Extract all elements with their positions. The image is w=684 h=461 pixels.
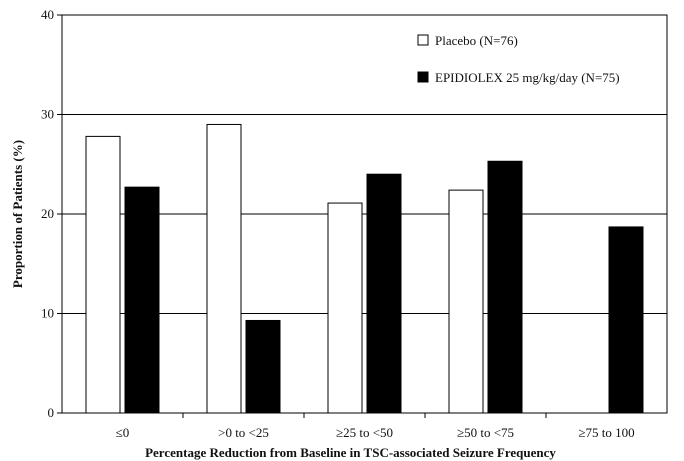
y-tick-label: 20 — [41, 206, 54, 221]
epidiolex-bar — [245, 319, 281, 414]
placebo-bar — [85, 135, 121, 414]
x-tick-label: ≥25 to <50 — [336, 425, 393, 440]
x-tick-label: ≥75 to 100 — [578, 425, 634, 440]
y-tick-label: 0 — [48, 405, 55, 420]
y-tick-label: 10 — [41, 306, 54, 321]
epidiolex-bar — [487, 160, 523, 414]
x-tick-label: ≤0 — [116, 425, 130, 440]
gridlines — [62, 114, 667, 314]
legend-label-epidiolex: EPIDIOLEX 25 mg/kg/day (N=75) — [435, 70, 620, 85]
legend: Placebo (N=76) EPIDIOLEX 25 mg/kg/day (N=… — [417, 33, 620, 85]
placebo-bar — [206, 123, 242, 414]
x-tick-label: >0 to <25 — [218, 425, 269, 440]
x-tick-label: ≥50 to <75 — [457, 425, 514, 440]
bars — [85, 123, 644, 414]
placebo-bar — [448, 189, 484, 414]
x-axis-label: Percentage Reduction from Baseline in TS… — [145, 445, 556, 460]
y-axis-label: Proportion of Patients (%) — [10, 140, 25, 288]
legend-swatch-placebo — [417, 34, 429, 46]
x-axis-ticks: ≤0 >0 to <25 ≥25 to <50 ≥50 to <75 ≥75 to 10… — [116, 413, 635, 440]
y-tick-label: 30 — [41, 107, 54, 122]
legend-swatch-epidiolex — [417, 71, 429, 83]
epidiolex-bar — [366, 173, 402, 414]
legend-label-placebo: Placebo (N=76) — [435, 33, 518, 48]
placebo-bar — [327, 202, 363, 414]
y-axis-ticks: 0 10 20 30 40 — [41, 7, 62, 420]
y-tick-label: 40 — [41, 7, 54, 22]
epidiolex-bar — [124, 186, 160, 414]
epidiolex-bar — [608, 226, 644, 414]
